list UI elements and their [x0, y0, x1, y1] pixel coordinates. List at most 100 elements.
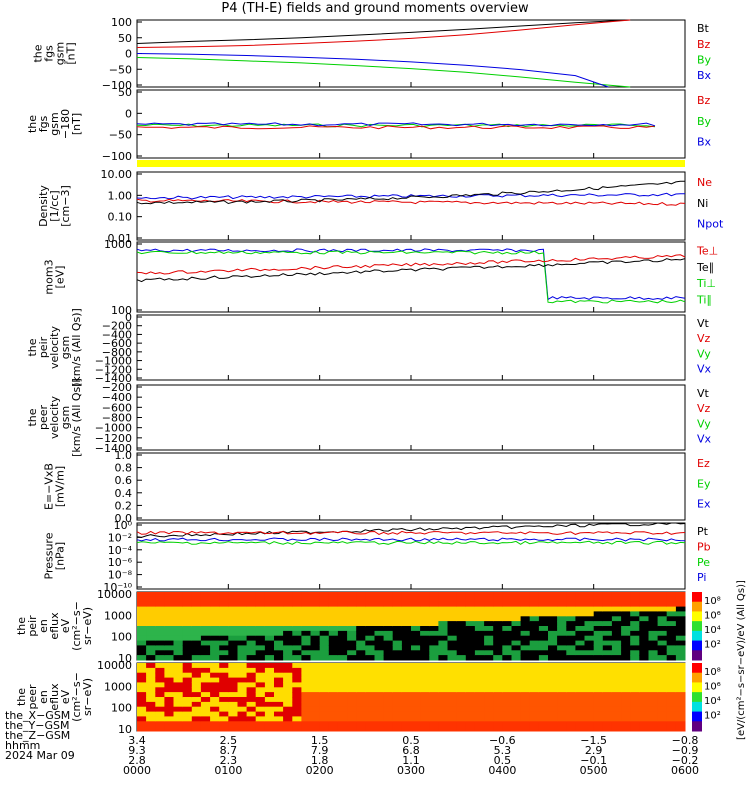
- y-axis-label: fgs: [43, 45, 56, 62]
- spectrogram-cell: [639, 611, 649, 617]
- spectrogram-cell: [529, 721, 540, 727]
- y-axis-label: [nT]: [65, 42, 78, 64]
- spectrogram-cell: [173, 721, 184, 727]
- panel-peer_velocity: [136, 384, 686, 451]
- spectrogram-cell: [611, 640, 622, 646]
- spectrogram-cell: [456, 716, 467, 722]
- spectrogram-cell: [365, 635, 375, 642]
- trace-red: [136, 198, 686, 206]
- spectrogram-cell: [593, 697, 604, 703]
- spectrogram-cell: [630, 635, 640, 642]
- spectrogram-cell: [420, 630, 430, 637]
- spectrogram-cell: [575, 687, 585, 693]
- spectrogram-cell: [182, 677, 193, 683]
- spectrogram-cell: [548, 596, 558, 603]
- spectrogram-cell: [493, 721, 503, 727]
- spectrogram-cell: [219, 616, 229, 622]
- spectrogram-cell: [520, 621, 531, 627]
- spectrogram-cell: [401, 621, 412, 627]
- spectrogram-cell: [584, 645, 595, 651]
- spectrogram-cell: [538, 655, 549, 661]
- spectrogram-cell: [255, 630, 266, 637]
- spectrogram-cell: [200, 663, 211, 669]
- spectrogram-cell: [456, 611, 467, 617]
- spectrogram-cell: [374, 645, 385, 651]
- spectrogram-cell: [621, 606, 631, 612]
- spectrogram-cell: [611, 645, 622, 651]
- spectrogram-cell: [319, 606, 330, 612]
- y-tick-label: −600: [102, 401, 132, 414]
- legend-Vx: Vx: [697, 432, 712, 445]
- y-axis-label: [1/cc]: [48, 190, 61, 221]
- spectrogram-cell: [301, 601, 311, 608]
- spectrogram-cell: [219, 663, 229, 669]
- spectrogram-cell: [383, 682, 394, 688]
- spectrogram-cell: [657, 697, 668, 703]
- spectrogram-cell: [347, 692, 357, 698]
- spectrogram-cell: [210, 650, 220, 656]
- spectrogram-cell: [420, 645, 430, 651]
- spectrogram-cell: [301, 697, 311, 703]
- spectrogram-cell: [538, 606, 549, 612]
- spectrogram-cell: [621, 650, 631, 656]
- legend-Vt: Vt: [697, 387, 710, 400]
- spectrogram-cell: [447, 621, 458, 627]
- y-axis-label: (cm²−s−: [70, 672, 83, 722]
- spectrogram-cell: [173, 592, 184, 598]
- spectrogram-cell: [301, 687, 311, 693]
- spectrogram-cell: [411, 655, 421, 661]
- y-axis-label: the: [26, 338, 39, 356]
- spectrogram-cell: [228, 716, 238, 722]
- spectrogram-cell: [319, 692, 330, 698]
- spectrogram-cell: [155, 716, 165, 722]
- spectrogram-cell: [666, 726, 677, 732]
- y-axis-label: (cm²−s−: [70, 601, 83, 651]
- spectrogram-cell: [292, 701, 302, 708]
- spectrogram-cell: [137, 682, 147, 688]
- spectrogram-cell: [246, 677, 257, 683]
- spectrogram-cell: [502, 606, 512, 612]
- x-tick-hhmm: 0600: [671, 764, 699, 777]
- spectrogram-cell: [648, 650, 659, 656]
- spectrogram-cell: [566, 706, 576, 713]
- spectrogram-cell: [429, 672, 439, 679]
- spectrogram-cell: [630, 721, 640, 727]
- spectrogram-cell: [648, 606, 659, 612]
- spectrogram-cell: [283, 677, 293, 683]
- spectrogram-cell: [420, 601, 430, 608]
- spectrogram-cell: [283, 640, 293, 646]
- spectrogram-cell: [283, 611, 293, 617]
- x-tick-hhmm: 0300: [397, 764, 425, 777]
- spectrogram-cell: [657, 726, 668, 732]
- spectrogram-cell: [666, 706, 677, 713]
- y-axis-label: the: [32, 44, 45, 62]
- spectrogram-cell: [164, 640, 174, 646]
- spectrogram-cell: [137, 606, 147, 612]
- spectrogram-cell: [401, 606, 412, 612]
- x-tick-the_Y−GSM: 6.8: [402, 744, 420, 757]
- spectrogram-cell: [548, 726, 558, 732]
- spectrogram-cell: [538, 650, 549, 656]
- spectrogram-cell: [438, 621, 448, 627]
- spectrogram-cell: [182, 687, 193, 693]
- spectrogram-cell: [584, 721, 595, 727]
- spectrogram-cell: [657, 596, 668, 603]
- spectrogram-cell: [557, 611, 567, 617]
- spectrogram-cell: [465, 682, 476, 688]
- spectrogram-cell: [675, 650, 686, 656]
- panel-frame: [136, 171, 686, 241]
- spectrogram-cell: [420, 655, 430, 661]
- spectrogram-cell: [164, 621, 174, 627]
- spectrogram-cell: [383, 667, 394, 674]
- y-tick-label: 100: [111, 16, 132, 29]
- spectrogram-cell: [529, 650, 540, 656]
- spectrogram-cell: [237, 672, 248, 679]
- spectrogram-cell: [602, 726, 613, 732]
- trace-blue: [136, 537, 686, 542]
- spectrogram-cell: [621, 706, 631, 713]
- spectrogram-cell: [602, 672, 613, 679]
- spectrogram-cell: [548, 682, 558, 688]
- colorbar-segment: [692, 701, 702, 713]
- spectrogram-cell: [593, 626, 604, 632]
- spectrogram-cell: [484, 721, 494, 727]
